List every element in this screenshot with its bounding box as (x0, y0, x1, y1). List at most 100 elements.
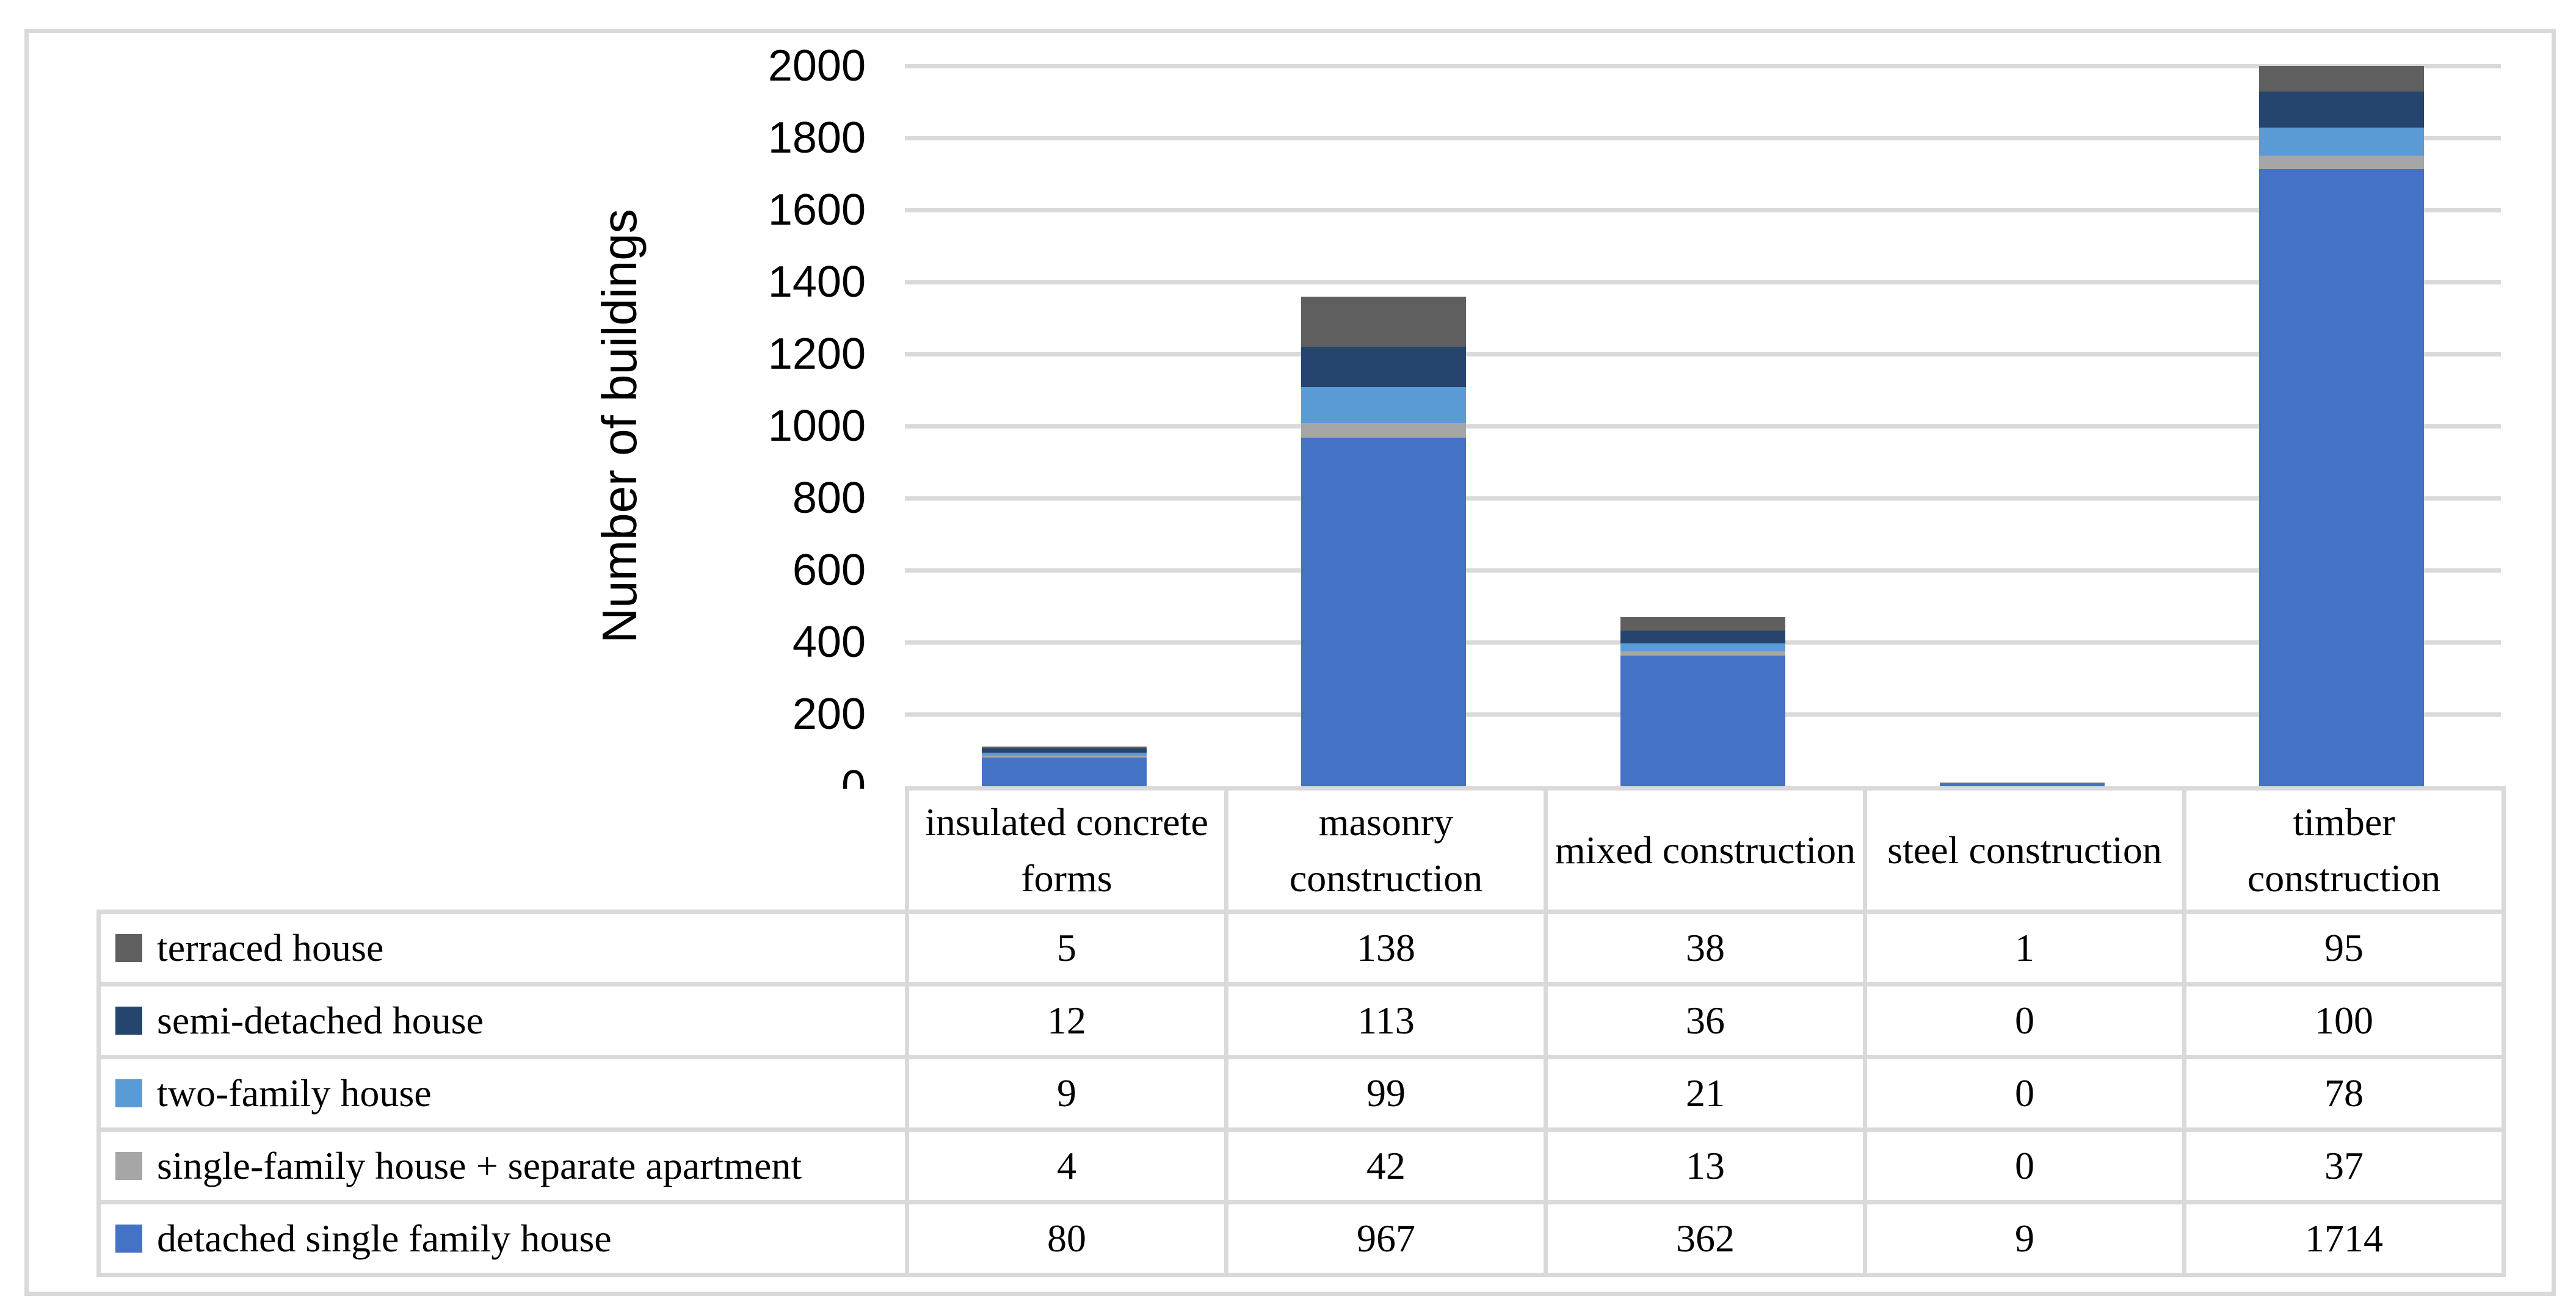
legend-label: single-family house + separate apartment (157, 1144, 802, 1187)
value-cell: 0 (1863, 1127, 2186, 1204)
gridline (905, 208, 2501, 212)
bar-segment (1620, 656, 1785, 786)
category-header: steel construction (1863, 786, 2186, 914)
bar-segment (2259, 66, 2424, 92)
value-cell: 0 (1863, 1055, 2186, 1132)
y-tick-label: 1200 (767, 330, 866, 378)
legend-swatch (115, 1007, 142, 1035)
value-cell: 100 (2182, 982, 2506, 1059)
value-cell: 13 (1544, 1127, 1867, 1204)
table-row: single-family house + separate apartment… (96, 1127, 2506, 1204)
y-tick-label: 600 (792, 546, 866, 595)
bar-segment (1301, 422, 1467, 438)
category-header: timber construction (2182, 786, 2506, 914)
value-cell: 95 (2182, 910, 2506, 986)
data-table: insulated concrete forms masonry constru… (96, 786, 2506, 1277)
bar-segment (982, 748, 1147, 753)
bar-segment (1939, 783, 2105, 786)
gridline (905, 280, 2501, 284)
value-cell: 99 (1224, 1055, 1548, 1132)
figure-border (24, 29, 2556, 1296)
table-row: two-family house 9 99 21 0 78 (96, 1055, 2506, 1132)
gridline (905, 136, 2501, 140)
value-cell: 362 (1544, 1200, 1867, 1277)
table-row: detached single family house 80 967 362 … (96, 1200, 2506, 1277)
category-header: mixed construction (1544, 786, 1867, 914)
bar-segment (982, 747, 1147, 749)
value-cell: 12 (905, 982, 1228, 1059)
bar-segment (2259, 91, 2424, 128)
bar-segment (1620, 617, 1785, 631)
bar-segment (1620, 631, 1785, 644)
value-cell: 9 (1863, 1200, 2186, 1277)
bar-segment (1620, 651, 1785, 656)
category-header: masonry construction (1224, 786, 1548, 914)
value-cell: 1 (1863, 910, 2186, 986)
bar-segment (982, 753, 1147, 756)
y-tick-label: 2000 (767, 42, 866, 90)
value-cell: 138 (1224, 910, 1548, 986)
y-tick-label: 200 (792, 690, 866, 739)
table-row: semi-detached house 12 113 36 0 100 (96, 982, 2506, 1059)
value-cell: 80 (905, 1200, 1228, 1277)
value-cell: 0 (1863, 982, 2186, 1059)
gridline (905, 424, 2501, 429)
bar-segment (1301, 346, 1467, 388)
gridline (905, 568, 2501, 573)
gridline (905, 352, 2501, 356)
bar-segment (2259, 155, 2424, 169)
stacked-bar-4 (1939, 783, 2105, 786)
bar-segment (982, 756, 1147, 758)
bar-segment (1301, 438, 1467, 786)
value-cell: 5 (905, 910, 1228, 986)
gridline (905, 63, 2501, 68)
table-header-row: insulated concrete forms masonry constru… (98, 786, 2506, 914)
plot-area (905, 66, 2501, 786)
bar-segment (982, 757, 1147, 786)
value-cell: 38 (1544, 910, 1867, 986)
stacked-bar-5 (2259, 66, 2424, 786)
category-header: insulated concrete forms (905, 786, 1228, 914)
legend-label: semi-detached house (157, 999, 484, 1042)
value-cell: 9 (905, 1055, 1228, 1132)
gridline (905, 496, 2501, 501)
y-tick-label: 800 (792, 474, 866, 523)
value-cell: 967 (1224, 1200, 1548, 1277)
value-cell: 42 (1224, 1127, 1548, 1204)
table-row: terraced house 5 138 38 1 95 (96, 910, 2506, 986)
legend-label: two-family house (157, 1071, 432, 1115)
value-cell: 36 (1544, 982, 1867, 1059)
legend-swatch (115, 1225, 142, 1253)
value-cell: 1714 (2182, 1200, 2506, 1277)
value-cell: 21 (1544, 1055, 1867, 1132)
y-tick-label: 1400 (767, 258, 866, 306)
value-cell: 78 (2182, 1055, 2506, 1132)
legend-label: detached single family house (157, 1217, 612, 1260)
legend-cell: terraced house (96, 910, 909, 986)
legend-cell: single-family house + separate apartment (96, 1127, 909, 1204)
stacked-bar-1 (982, 747, 1147, 786)
y-tick-label: 1000 (767, 402, 866, 451)
table-corner-blank (98, 788, 907, 912)
legend-cell: two-family house (96, 1055, 909, 1132)
legend-cell: semi-detached house (96, 982, 909, 1059)
bar-segment (2259, 127, 2424, 156)
y-tick-label: 1600 (767, 186, 866, 234)
y-tick-label: 400 (792, 618, 866, 667)
legend-swatch (115, 1152, 142, 1180)
bar-segment (1301, 387, 1467, 423)
value-cell: 37 (2182, 1127, 2506, 1204)
bar-segment (1301, 297, 1467, 347)
y-tick-label: 1800 (767, 114, 866, 162)
value-cell: 113 (1224, 982, 1548, 1059)
legend-cell: detached single family house (96, 1200, 909, 1277)
bar-segment (1620, 643, 1785, 651)
stacked-bar-3 (1620, 617, 1785, 786)
value-cell: 4 (905, 1127, 1228, 1204)
stacked-bar-2 (1301, 297, 1467, 786)
bar-segment (2259, 168, 2424, 786)
legend-swatch (115, 934, 142, 962)
legend-label: terraced house (157, 926, 384, 969)
legend-swatch (115, 1079, 142, 1107)
